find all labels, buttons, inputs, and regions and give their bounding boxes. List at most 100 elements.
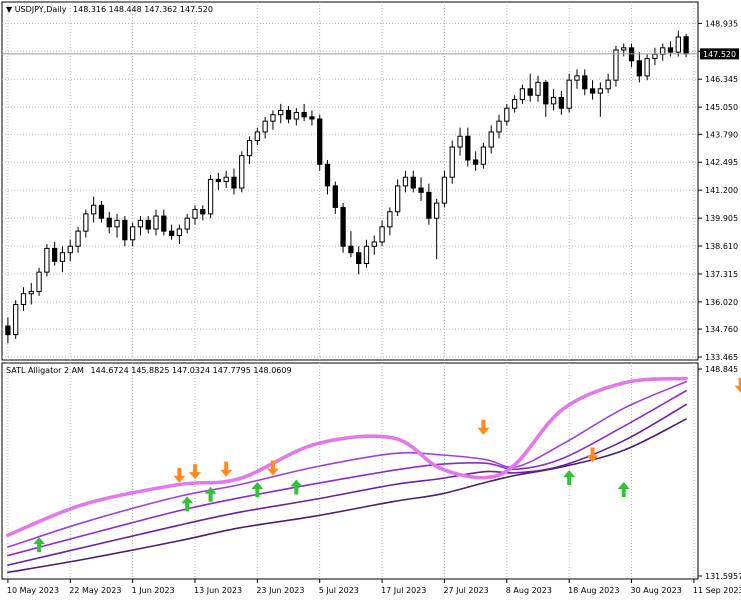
candle [200,205,206,221]
candle [582,69,588,96]
candle-body-up [176,228,183,236]
candle [675,30,681,57]
candle-body-down [52,247,58,262]
candle-body-up [660,47,666,55]
buy-arrow-icon [290,479,303,495]
candle [558,90,565,115]
candle-body-up [574,75,580,81]
candle-body-up [605,79,611,90]
alligator-line-2 [7,403,687,566]
candle [379,220,385,247]
time-tick-label: 27 Jul 2023 [443,586,488,595]
candle [340,203,346,253]
candle [410,170,416,193]
candle [488,125,494,154]
current-price-label: 147.520 [703,50,736,59]
sell-arrow-icon [477,419,490,435]
candle [332,181,338,214]
indicator-values: 144.6724 145.8825 147.0324 147.7795 148.… [91,366,292,375]
candle-body-up [395,185,401,213]
time-tick-label: 22 May 2023 [69,586,121,595]
candle [153,209,159,236]
candle-body-down [582,75,588,90]
candle [418,177,424,201]
time-tick-label: 18 Aug 2023 [568,586,619,595]
candle [574,69,580,89]
candle [449,140,455,184]
candle-body-up [496,120,502,133]
candle [387,207,393,236]
candle [285,106,292,124]
indicator-panel[interactable] [1,362,699,580]
candle-body-down [5,325,11,336]
candle-body-up [550,96,557,105]
candle-body-down [410,176,416,189]
candle [28,282,34,305]
candle-body-up [652,53,658,60]
candle-body-down [301,112,307,118]
candle [207,175,214,219]
time-tick-label: 17 Jul 2023 [381,586,426,595]
candle [254,127,260,145]
candle [215,172,222,191]
candle [426,183,432,225]
candle [636,52,642,83]
candle [246,136,253,165]
indicator-name: SATL Alligator 2 AM [6,366,84,375]
candle-body-up [184,217,190,230]
candle-body-up [504,107,510,122]
candle-body-down [231,176,237,189]
sell-arrow-icon [173,467,186,483]
main-price-panel[interactable] [1,1,699,361]
buy-arrow-icon [181,496,194,512]
candle-body-down [340,206,346,247]
candle-body-up [449,146,455,178]
candle [644,54,650,81]
sell-arrow-icon [188,464,201,480]
candle-body-down [309,116,315,120]
time-tick-label: 10 May 2023 [7,586,59,595]
candle [129,222,136,247]
candle-body-up [675,36,681,53]
candle-body-down [636,60,642,77]
price-tick-label: 145.050 [705,103,738,112]
candle-body-down [317,118,323,165]
indicator-tick-label: 131.5957 [705,572,741,581]
candle-body-up [293,112,299,120]
candle-body-up [67,245,73,254]
candle [114,213,120,238]
candle-body-up [129,226,136,241]
indicator-grid [7,363,695,579]
price-tick-label: 143.790 [705,130,738,139]
alligator-line-4 [7,380,687,548]
time-tick-label: 5 Jul 2023 [319,586,359,595]
candle [20,287,27,311]
dropdown-arrow-icon[interactable]: ▼ [6,5,13,14]
candle-body-down [558,96,565,109]
candle-body-up [13,303,19,336]
indicator-axis: 148.845 131.5957 [698,365,741,581]
candle-body-up [278,109,284,116]
candle-body-down [465,135,471,161]
sell-arrow-icon [220,461,233,477]
candle-body-down [472,159,479,165]
candle-body-up [379,226,385,243]
alligator-lines [6,376,688,574]
candle-body-up [91,204,97,215]
sell-arrow-icon [586,447,599,463]
buy-arrow-icon [563,469,576,485]
candle-body-up [613,49,619,81]
price-tick-label: 134.760 [705,325,738,334]
candle [535,75,541,102]
candle [356,246,362,275]
candle-body-up [519,88,526,101]
candle-body-up [137,219,144,228]
candle-body-up [488,131,494,148]
candle-body-down [589,88,596,94]
candle-body-up [363,245,370,265]
candle-body-up [270,114,276,122]
candle [519,84,526,104]
candle [465,127,471,167]
